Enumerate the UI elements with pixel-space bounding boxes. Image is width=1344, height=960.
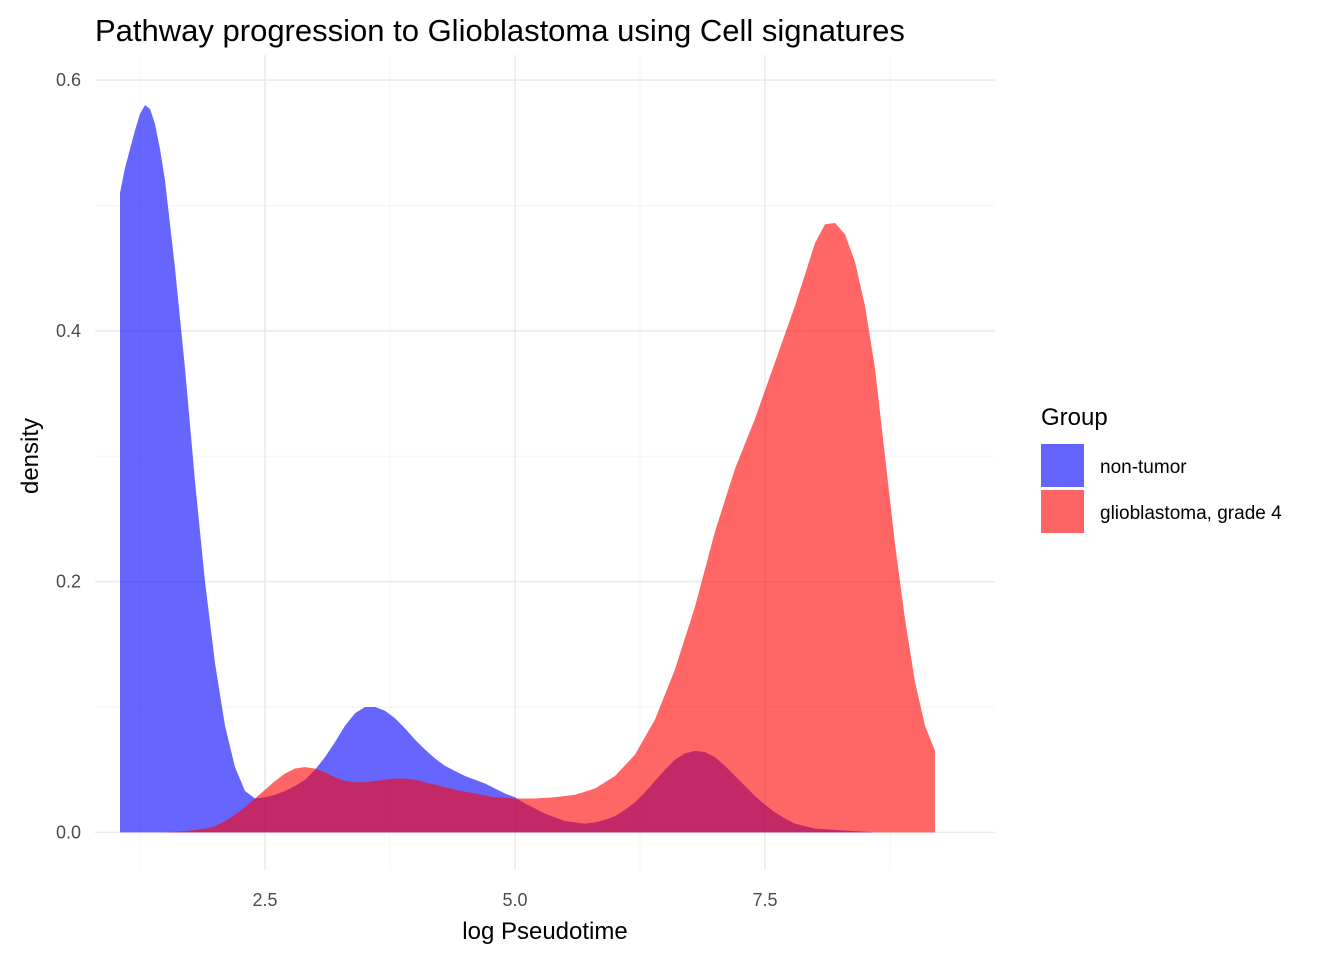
x-tick-label: 2.5 [252, 890, 277, 910]
legend-swatch [1041, 490, 1084, 533]
y-tick-label: 0.0 [56, 822, 81, 842]
x-tick-label: 7.5 [752, 890, 777, 910]
y-tick-label: 0.2 [56, 572, 81, 592]
chart-title: Pathway progression to Glioblastoma usin… [95, 13, 905, 48]
x-axis-title: log Pseudotime [462, 918, 627, 945]
density-area-glioblastoma [120, 223, 935, 833]
legend-title: Group [1041, 404, 1108, 431]
legend-item: glioblastoma, grade 4 [1041, 490, 1282, 533]
legend-label: non-tumor [1100, 457, 1187, 478]
y-tick-label: 0.6 [56, 70, 81, 90]
legend-label: glioblastoma, grade 4 [1100, 503, 1282, 524]
legend-swatch [1041, 444, 1084, 487]
y-tick-label: 0.4 [56, 321, 81, 341]
legend: Group non-tumor glioblastoma, grade 4 [1041, 404, 1282, 533]
density-area-non-tumor [120, 105, 935, 833]
y-axis: 0.0 0.2 0.4 0.6 [56, 70, 81, 842]
x-tick-label: 5.0 [502, 890, 527, 910]
y-axis-title: density [17, 418, 44, 494]
plot-area [120, 105, 935, 833]
legend-item: non-tumor [1041, 444, 1187, 487]
x-axis: 2.5 5.0 7.5 [252, 890, 777, 910]
